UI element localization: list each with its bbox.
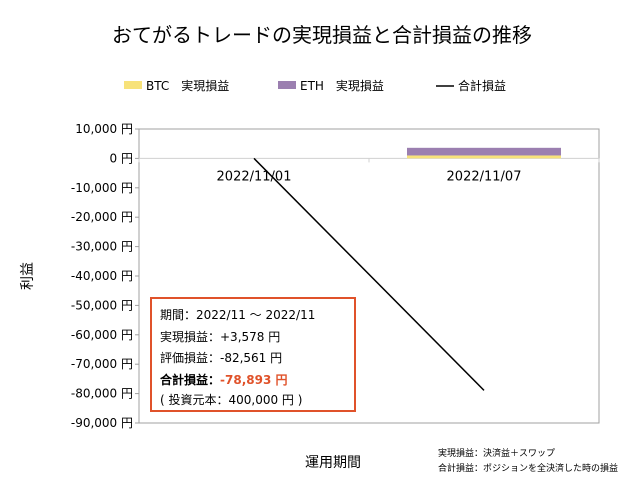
legend: BTC 実現損益 ETH 実現損益 合計損益: [124, 78, 506, 93]
summary-total-label: 合計損益：: [160, 372, 220, 387]
bar-btc-1: [407, 155, 561, 159]
bar-eth-1: [407, 147, 561, 156]
x-tick-label: 2022/11/07: [447, 169, 522, 184]
y-axis-title: 利益: [20, 262, 36, 290]
summary-box: 期間：2022/11 ～ 2022/11 実現損益：+3,578 円 評価損益：…: [150, 297, 356, 412]
y-tick-label: -20,000 円: [71, 210, 133, 224]
y-tick-label: -60,000 円: [71, 328, 133, 342]
x-axis-title: 運用期間: [305, 455, 361, 471]
legend-swatch-eth: [278, 81, 296, 89]
legend-label-total: 合計損益: [458, 78, 506, 93]
chart-title: おてがるトレードの実現損益と合計損益の推移: [112, 23, 532, 47]
x-axis-labels: 2022/11/01 2022/11/07: [217, 169, 522, 184]
legend-label-eth: ETH 実現損益: [300, 78, 384, 93]
legend-label-btc: BTC 実現損益: [146, 78, 229, 93]
y-tick-label: -10,000 円: [71, 181, 133, 195]
y-tick-label: 10,000 円: [75, 122, 133, 136]
total-line-path: [253, 157, 485, 391]
note-total-definition: 合計損益：ポジションを全決済した時の損益: [438, 462, 618, 474]
zero-line: [138, 157, 600, 163]
y-tick-label: -30,000 円: [71, 240, 133, 254]
bars: [407, 147, 561, 159]
summary-period: 期間：2022/11 ～ 2022/11: [160, 308, 315, 322]
y-tick-label: -50,000 円: [71, 298, 133, 312]
y-tick-label: 0 円: [110, 151, 133, 165]
y-tick-label: -40,000 円: [71, 269, 133, 283]
summary-realized: 実現損益：+3,578 円: [160, 329, 280, 344]
y-tick-label: -80,000 円: [71, 387, 133, 401]
total-line: [253, 157, 485, 391]
summary-total: 合計損益：-78,893 円: [160, 372, 287, 387]
summary-unrealized: 評価損益：-82,561 円: [160, 350, 282, 365]
summary-investment: ( 投資元本：400,000 円 ): [160, 392, 302, 407]
legend-swatch-btc: [124, 81, 142, 89]
summary-box-border: [150, 297, 356, 412]
y-tick-label: -90,000 円: [71, 416, 133, 430]
x-tick-label: 2022/11/01: [217, 169, 292, 184]
y-tick-label: -70,000 円: [71, 357, 133, 371]
summary-total-value: -78,893 円: [220, 373, 287, 387]
y-axis: 10,000 円 0 円 -10,000 円 -20,000 円 -30,000 円 -4…: [71, 122, 139, 430]
note-realized-definition: 実現損益：決済益＋スワップ: [438, 447, 555, 459]
